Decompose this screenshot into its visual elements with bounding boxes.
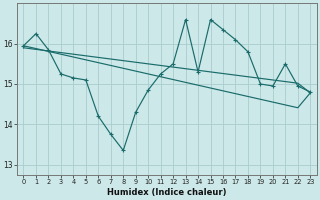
X-axis label: Humidex (Indice chaleur): Humidex (Indice chaleur) <box>107 188 227 197</box>
